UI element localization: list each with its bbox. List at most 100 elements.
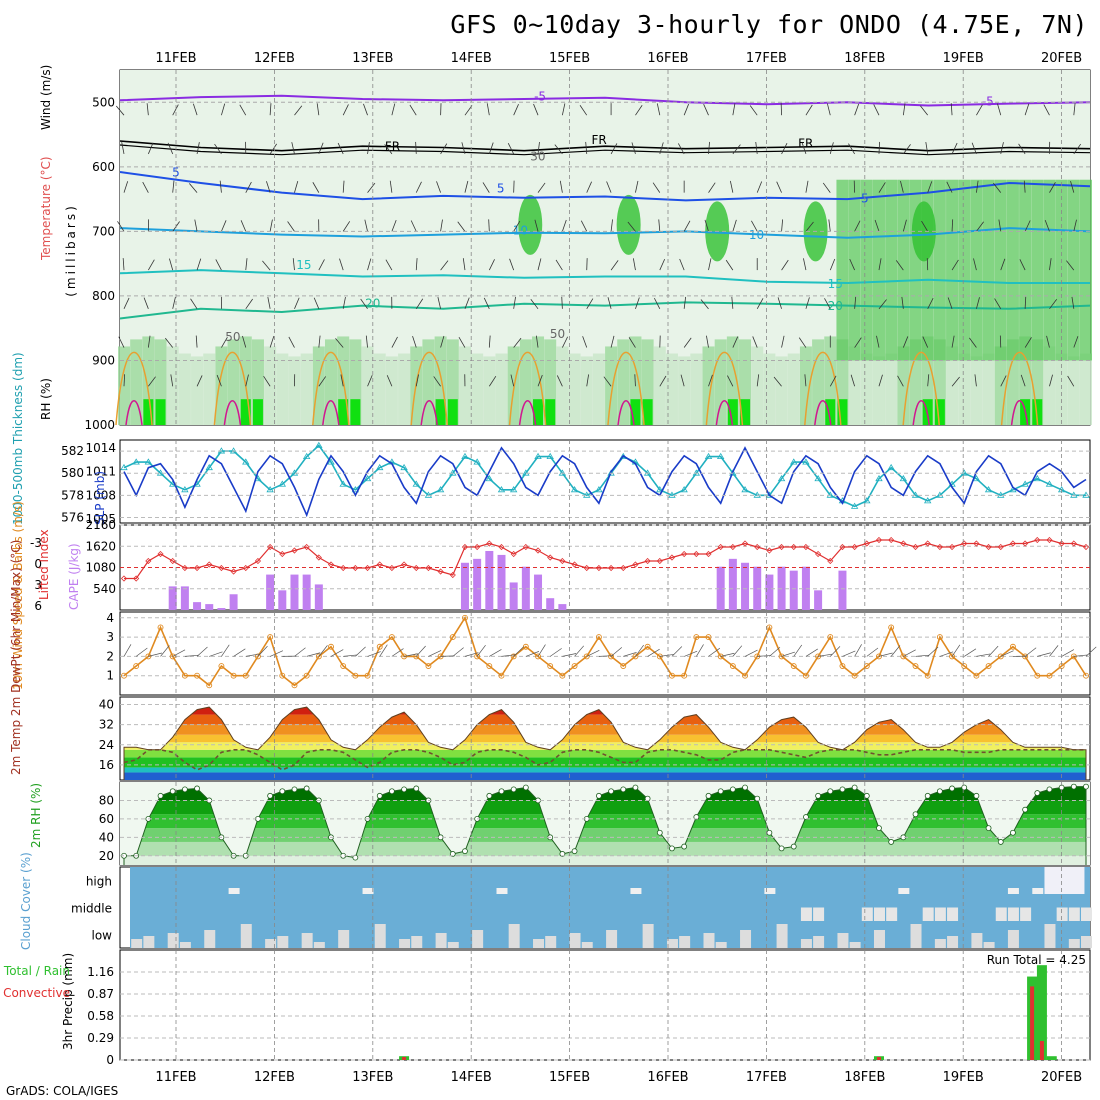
wind-barb-10m (647, 648, 660, 657)
rh-point (851, 784, 858, 791)
y-tick-precip: 0.87 (87, 987, 114, 1001)
wind-barb (556, 375, 563, 387)
cloud-low (776, 924, 788, 948)
wind-barb (562, 336, 568, 348)
wind-barb-10m (1000, 650, 1014, 657)
wind-barb (409, 104, 417, 116)
thickness-line-point (997, 491, 1005, 498)
wind-barb (535, 335, 539, 348)
wind-barb (291, 142, 295, 154)
wind-barb-10m (367, 651, 381, 657)
date-label-top: 17FEB (746, 51, 787, 66)
wind-barb (537, 141, 540, 154)
wind-barb (147, 142, 154, 155)
thickness-line-point (509, 486, 518, 493)
y-tick-pressure: 900 (92, 353, 115, 367)
rh-point (815, 792, 822, 799)
lifted-index-point (1034, 536, 1041, 544)
lifted-index-point (583, 564, 590, 572)
wind-speed-line-point (291, 682, 298, 689)
isotherm-30 (518, 400, 537, 426)
y-tick-li: -3 (30, 536, 42, 550)
wind-barb-10m (842, 650, 856, 657)
cape-bar (278, 590, 287, 610)
thickness-line-point (777, 474, 786, 482)
wind-barb (679, 258, 685, 271)
wind-barb (192, 103, 198, 116)
wind-barb (437, 297, 441, 309)
rh-shade-high (545, 399, 556, 425)
isotherm-30 (1010, 400, 1029, 426)
rh-point (729, 786, 736, 793)
cloud-middle (1068, 907, 1080, 921)
rh-shade-late (1031, 179, 1044, 361)
rh-shade (227, 339, 240, 425)
thickness-line-point (790, 458, 798, 465)
wind-barb (773, 376, 782, 387)
cape-bar (290, 574, 299, 610)
rh-shade-late (958, 179, 971, 361)
thickness-line-point (570, 486, 579, 493)
wind-barb (148, 376, 156, 387)
thickness-line-point (120, 463, 128, 471)
wind-barb (294, 297, 300, 309)
isotherm-FR (119, 140, 1091, 152)
rh-shade-high (934, 399, 945, 425)
wind-barb (951, 335, 955, 348)
cloud-low (837, 933, 849, 948)
rh-point (656, 829, 663, 836)
lifted-index-point (741, 540, 749, 547)
lifted-index-point (790, 543, 797, 551)
rh-shade-high (155, 399, 166, 425)
wind-barb (897, 375, 904, 387)
wind-speed-line-point (1009, 643, 1016, 650)
cloud-low (800, 939, 812, 948)
wind-barb-10m (793, 644, 803, 657)
ylabel-cloud: Cloud Cover (%) (19, 852, 33, 950)
wind-speed-line-point (279, 672, 286, 679)
wind-barb (927, 181, 933, 193)
thickness-line-point (461, 452, 469, 459)
wind-speed-line-point (851, 672, 858, 679)
lifted-index-point (1046, 536, 1053, 544)
wind-barb (656, 103, 661, 116)
wind-speed-line-point (608, 653, 615, 660)
cape-bar (168, 586, 177, 610)
wind-barb-10m (476, 645, 486, 657)
rh-shade-late (885, 179, 898, 361)
lifted-index-point (474, 543, 481, 551)
wind-barb (294, 180, 299, 193)
cloud-row-label: high (86, 875, 112, 889)
wind-barb (798, 337, 807, 348)
cloud-low (703, 933, 715, 948)
lifted-index-point (534, 547, 542, 554)
wind-barb-10m (781, 651, 795, 657)
wind-barb (1071, 296, 1075, 309)
wind-barb (1049, 298, 1058, 310)
rh-point (279, 788, 286, 795)
thickness-line-point (850, 502, 859, 509)
thickness-line-point (716, 452, 725, 459)
y-tick-wind: 2 (106, 649, 114, 663)
cloud-high (496, 888, 508, 894)
lifted-index-point (705, 550, 712, 558)
wind-barb (410, 220, 417, 232)
temp-line (123, 706, 1087, 780)
cape-bar (814, 590, 823, 610)
wind-barb (287, 221, 295, 232)
date-label-top: 14FEB (451, 51, 492, 66)
lifted-index-point (498, 543, 505, 551)
y-tick-temp: 40 (99, 698, 114, 712)
wind-barb (240, 220, 247, 232)
cape-bar (801, 566, 810, 610)
wind-barb (121, 142, 125, 154)
precip-conv-bar (876, 1056, 881, 1060)
thickness-line-point (436, 486, 445, 493)
isotherm-30 (912, 400, 930, 426)
wind-barb (1020, 374, 1026, 387)
wind-speed-line-point (547, 663, 554, 669)
wind-speed-line-point (583, 653, 590, 660)
cloud-low (740, 930, 752, 948)
rh-shade-high (252, 399, 263, 425)
rh-band (124, 814, 1086, 829)
